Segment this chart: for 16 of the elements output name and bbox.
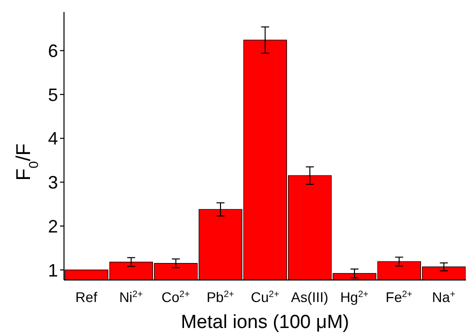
- x-tick-label: Na$^{+}$: [432, 289, 456, 305]
- x-tick-label: Ref: [75, 289, 98, 305]
- x-tick-label: Pb$^{2+}$: [206, 289, 234, 305]
- y-tick-label: 5: [48, 84, 58, 105]
- y-tick-label: 2: [48, 216, 58, 236]
- y-tick-label: 1: [48, 260, 58, 280]
- x-tick-label: Co$^{2+}$: [162, 289, 190, 305]
- x-tick-label: Fe$^{2+}$: [386, 289, 412, 305]
- x-tick-label: Hg$^{2+}$: [340, 289, 368, 305]
- y-tick-label: 4: [48, 128, 58, 149]
- x-tick-label: As(III): [290, 289, 328, 305]
- y-tick-label: 3: [48, 172, 58, 193]
- x-axis-title: Metal ions (100 μM): [180, 312, 350, 333]
- x-tick-label: Cu$^{2+}$: [250, 289, 280, 305]
- y-tick-label: 6: [48, 40, 58, 61]
- x-tick-label: Ni$^{2+}$: [119, 289, 143, 305]
